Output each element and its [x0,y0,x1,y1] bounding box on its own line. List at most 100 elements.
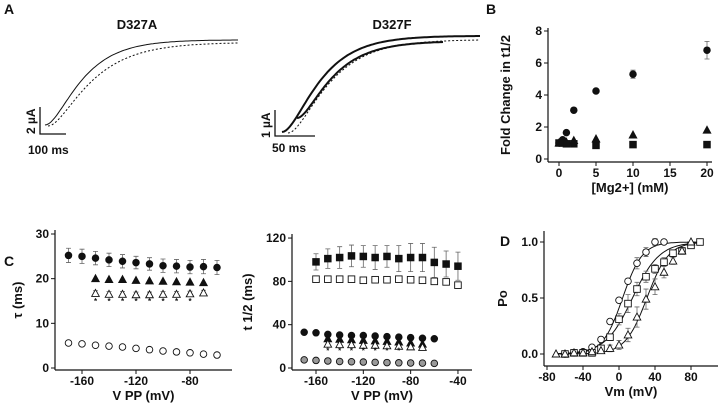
data-point [442,278,450,286]
data-point [606,333,614,341]
y-tick-label: 120 [266,231,286,245]
data-point [660,258,668,266]
scale-bar-d327a [39,107,66,135]
x-axis-label: V PP (mV) [351,388,413,403]
data-point: * [362,347,366,356]
data-point [702,125,712,134]
trace-title-d327a: D327A [117,17,158,32]
data-point [312,356,320,365]
x-tick-label: -80 [538,370,556,384]
data-point [659,267,669,276]
data-point [406,359,415,367]
series-circle-open [561,238,668,358]
scale-y-label-d327a: 2 µA [24,108,38,134]
data-point [418,253,427,262]
data-point [615,296,623,304]
data-point [64,251,73,260]
scale-x-label-d327a: 100 ms [28,143,69,157]
data-point [628,130,638,139]
data-point [395,359,403,367]
panel-letter-c: C [4,253,14,269]
y-axis-label: τ (ms) [10,282,25,319]
data-point [382,340,392,350]
data-point [347,275,356,283]
data-point [394,341,404,350]
data-point [406,275,415,284]
data-point [359,358,368,366]
data-point [591,134,601,143]
trace-d327f-control [281,35,480,133]
data-point [551,349,561,358]
data-point [623,330,633,339]
x-tick-label: -80 [181,374,199,388]
data-point [703,46,711,54]
data-point [117,274,128,284]
y-tick-label: 0.0 [521,347,538,361]
data-point [629,70,637,78]
trace-d327a-control [44,39,238,126]
data-point [312,275,320,283]
data-point [335,253,344,262]
data-point [614,340,624,349]
series-triangle-filled [90,273,209,287]
data-point [677,246,687,255]
data-point [132,344,140,353]
x-axis-label: V PP (mV) [113,388,175,403]
data-point [560,349,570,358]
data-point [562,128,571,137]
data-point [650,281,660,291]
x-tick-label: 15 [663,166,677,180]
data-point [359,276,368,285]
data-point [418,276,427,285]
data-point [78,340,86,348]
data-point [371,275,379,284]
data-point [104,274,114,284]
x-tick-label: 40 [648,370,662,384]
series-circle-filled [64,247,221,276]
y-tick-label: 80 [273,274,287,288]
data-point [335,357,344,366]
data-point [78,252,86,261]
y-tick-label: 10 [36,316,50,330]
x-tick-label: -160 [304,374,328,388]
data-point: * [175,297,179,306]
data-point [597,335,605,344]
data-point [370,340,380,349]
data-point [606,317,614,326]
data-point [158,276,168,285]
panel-letter-b: B [486,1,496,17]
data-point: * [94,297,98,306]
y-tick-label: 0 [535,152,542,166]
data-point [131,275,141,284]
data-point [300,356,308,364]
data-point [117,289,128,298]
data-point [562,140,571,148]
y-axis-label: Fold Change in t1/2 [498,35,513,155]
data-point [213,263,221,272]
trace-d327f-mg [296,41,444,119]
data-point [642,272,650,281]
x-tick-label: -40 [449,374,467,388]
chart-d: 0.0 0.5 1.0 -80 -40 0 40 80 Vm (mV) Po [495,231,718,399]
data-point [105,342,113,350]
data-point [199,350,208,358]
data-point [406,253,415,262]
x-axis-label: [Mg2+] (mM) [592,180,669,195]
x-tick-label: 0 [556,166,563,180]
data-point [172,348,181,356]
series-triangle-open [90,288,209,299]
data-point [159,261,167,270]
series-square-open [312,275,462,289]
data-point [651,238,659,246]
x-tick-label: -120 [124,374,148,388]
data-point: * [107,297,111,306]
data-point [145,260,154,268]
x-tick-label: 5 [593,166,600,180]
data-point [696,238,704,246]
data-point: * [121,297,125,306]
data-point [144,275,155,285]
y-tick-label: 30 [36,227,50,241]
data-point [642,248,650,256]
series-triangle-open [323,339,428,351]
data-point [587,346,597,356]
